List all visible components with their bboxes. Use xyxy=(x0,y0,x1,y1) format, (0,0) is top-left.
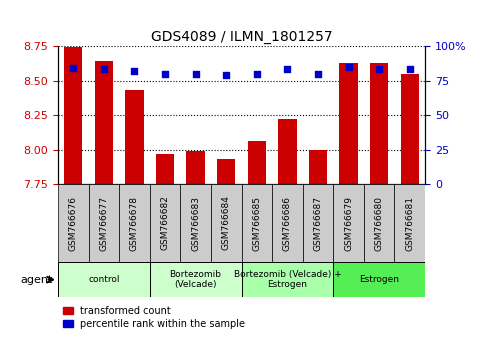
Bar xyxy=(211,184,242,262)
Text: control: control xyxy=(88,275,120,284)
Bar xyxy=(150,262,242,297)
Text: Bortezomib (Velcade) +
Estrogen: Bortezomib (Velcade) + Estrogen xyxy=(233,270,341,289)
Text: Estrogen: Estrogen xyxy=(359,275,399,284)
Bar xyxy=(242,262,333,297)
Text: GSM766678: GSM766678 xyxy=(130,195,139,251)
Text: GSM766681: GSM766681 xyxy=(405,195,414,251)
Bar xyxy=(88,184,119,262)
Bar xyxy=(272,184,303,262)
Title: GDS4089 / ILMN_1801257: GDS4089 / ILMN_1801257 xyxy=(151,30,332,44)
Point xyxy=(375,67,383,72)
Legend: transformed count, percentile rank within the sample: transformed count, percentile rank withi… xyxy=(63,306,245,329)
Text: GSM766680: GSM766680 xyxy=(375,195,384,251)
Bar xyxy=(370,63,388,184)
Text: GSM766676: GSM766676 xyxy=(69,195,78,251)
Bar xyxy=(119,184,150,262)
Point xyxy=(70,65,77,71)
Point xyxy=(222,72,230,78)
Bar xyxy=(395,184,425,262)
Text: GSM766677: GSM766677 xyxy=(99,195,108,251)
Bar xyxy=(125,90,143,184)
Point xyxy=(345,64,353,69)
Bar xyxy=(180,184,211,262)
Text: GSM766684: GSM766684 xyxy=(222,195,231,251)
Bar xyxy=(186,151,205,184)
Bar xyxy=(58,262,150,297)
Text: GSM766679: GSM766679 xyxy=(344,195,353,251)
Point xyxy=(100,67,108,72)
Bar xyxy=(364,184,395,262)
Bar xyxy=(309,150,327,184)
Bar xyxy=(248,141,266,184)
Bar xyxy=(400,74,419,184)
Point xyxy=(406,67,413,72)
Bar xyxy=(217,159,235,184)
Bar xyxy=(150,184,180,262)
Bar xyxy=(64,47,83,184)
Text: Bortezomib
(Velcade): Bortezomib (Velcade) xyxy=(170,270,222,289)
Bar xyxy=(340,63,358,184)
Bar xyxy=(58,184,88,262)
Point xyxy=(253,71,261,76)
Bar xyxy=(278,119,297,184)
Text: GSM766683: GSM766683 xyxy=(191,195,200,251)
Bar xyxy=(333,184,364,262)
Point xyxy=(284,67,291,72)
Text: GSM766687: GSM766687 xyxy=(313,195,323,251)
Bar xyxy=(333,262,425,297)
Text: GSM766682: GSM766682 xyxy=(160,195,170,251)
Text: GSM766686: GSM766686 xyxy=(283,195,292,251)
Bar xyxy=(242,184,272,262)
Point xyxy=(192,71,199,76)
Point xyxy=(161,71,169,76)
Bar xyxy=(95,61,113,184)
Text: agent: agent xyxy=(21,275,53,285)
Point xyxy=(130,68,138,74)
Bar xyxy=(156,154,174,184)
Text: GSM766685: GSM766685 xyxy=(252,195,261,251)
Point xyxy=(314,71,322,76)
Bar xyxy=(303,184,333,262)
